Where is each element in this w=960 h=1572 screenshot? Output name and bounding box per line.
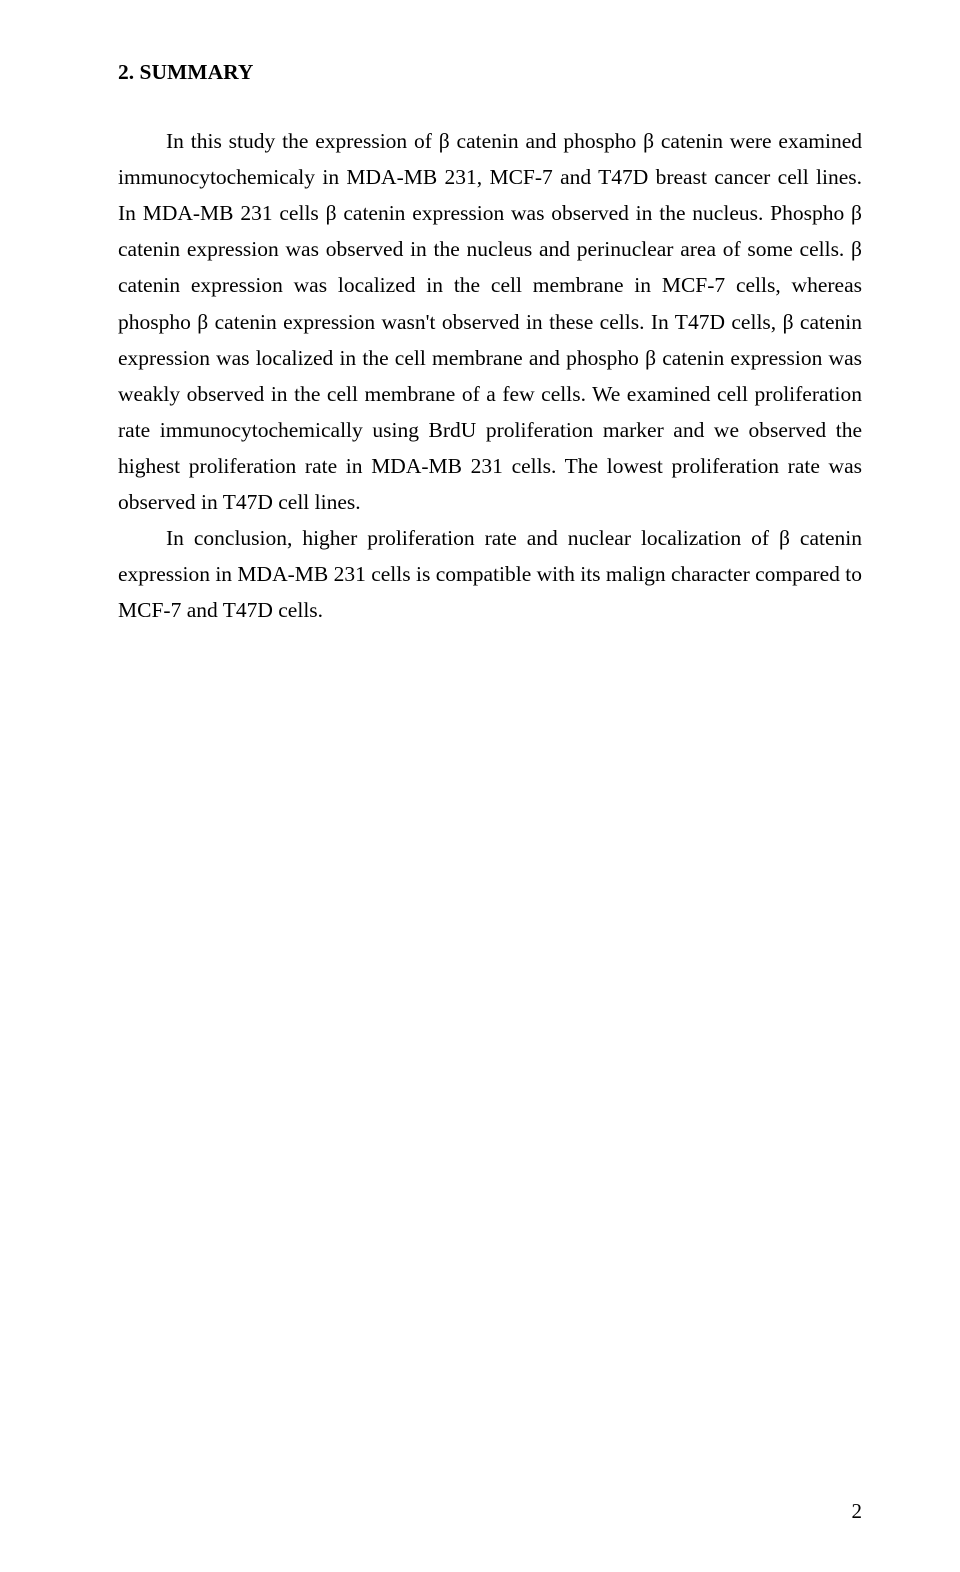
- section-heading: 2. SUMMARY: [118, 60, 862, 85]
- page-number: 2: [852, 1499, 863, 1524]
- summary-paragraph-2: In conclusion, higher proliferation rate…: [118, 520, 862, 628]
- summary-paragraph-1: In this study the expression of β cateni…: [118, 123, 862, 520]
